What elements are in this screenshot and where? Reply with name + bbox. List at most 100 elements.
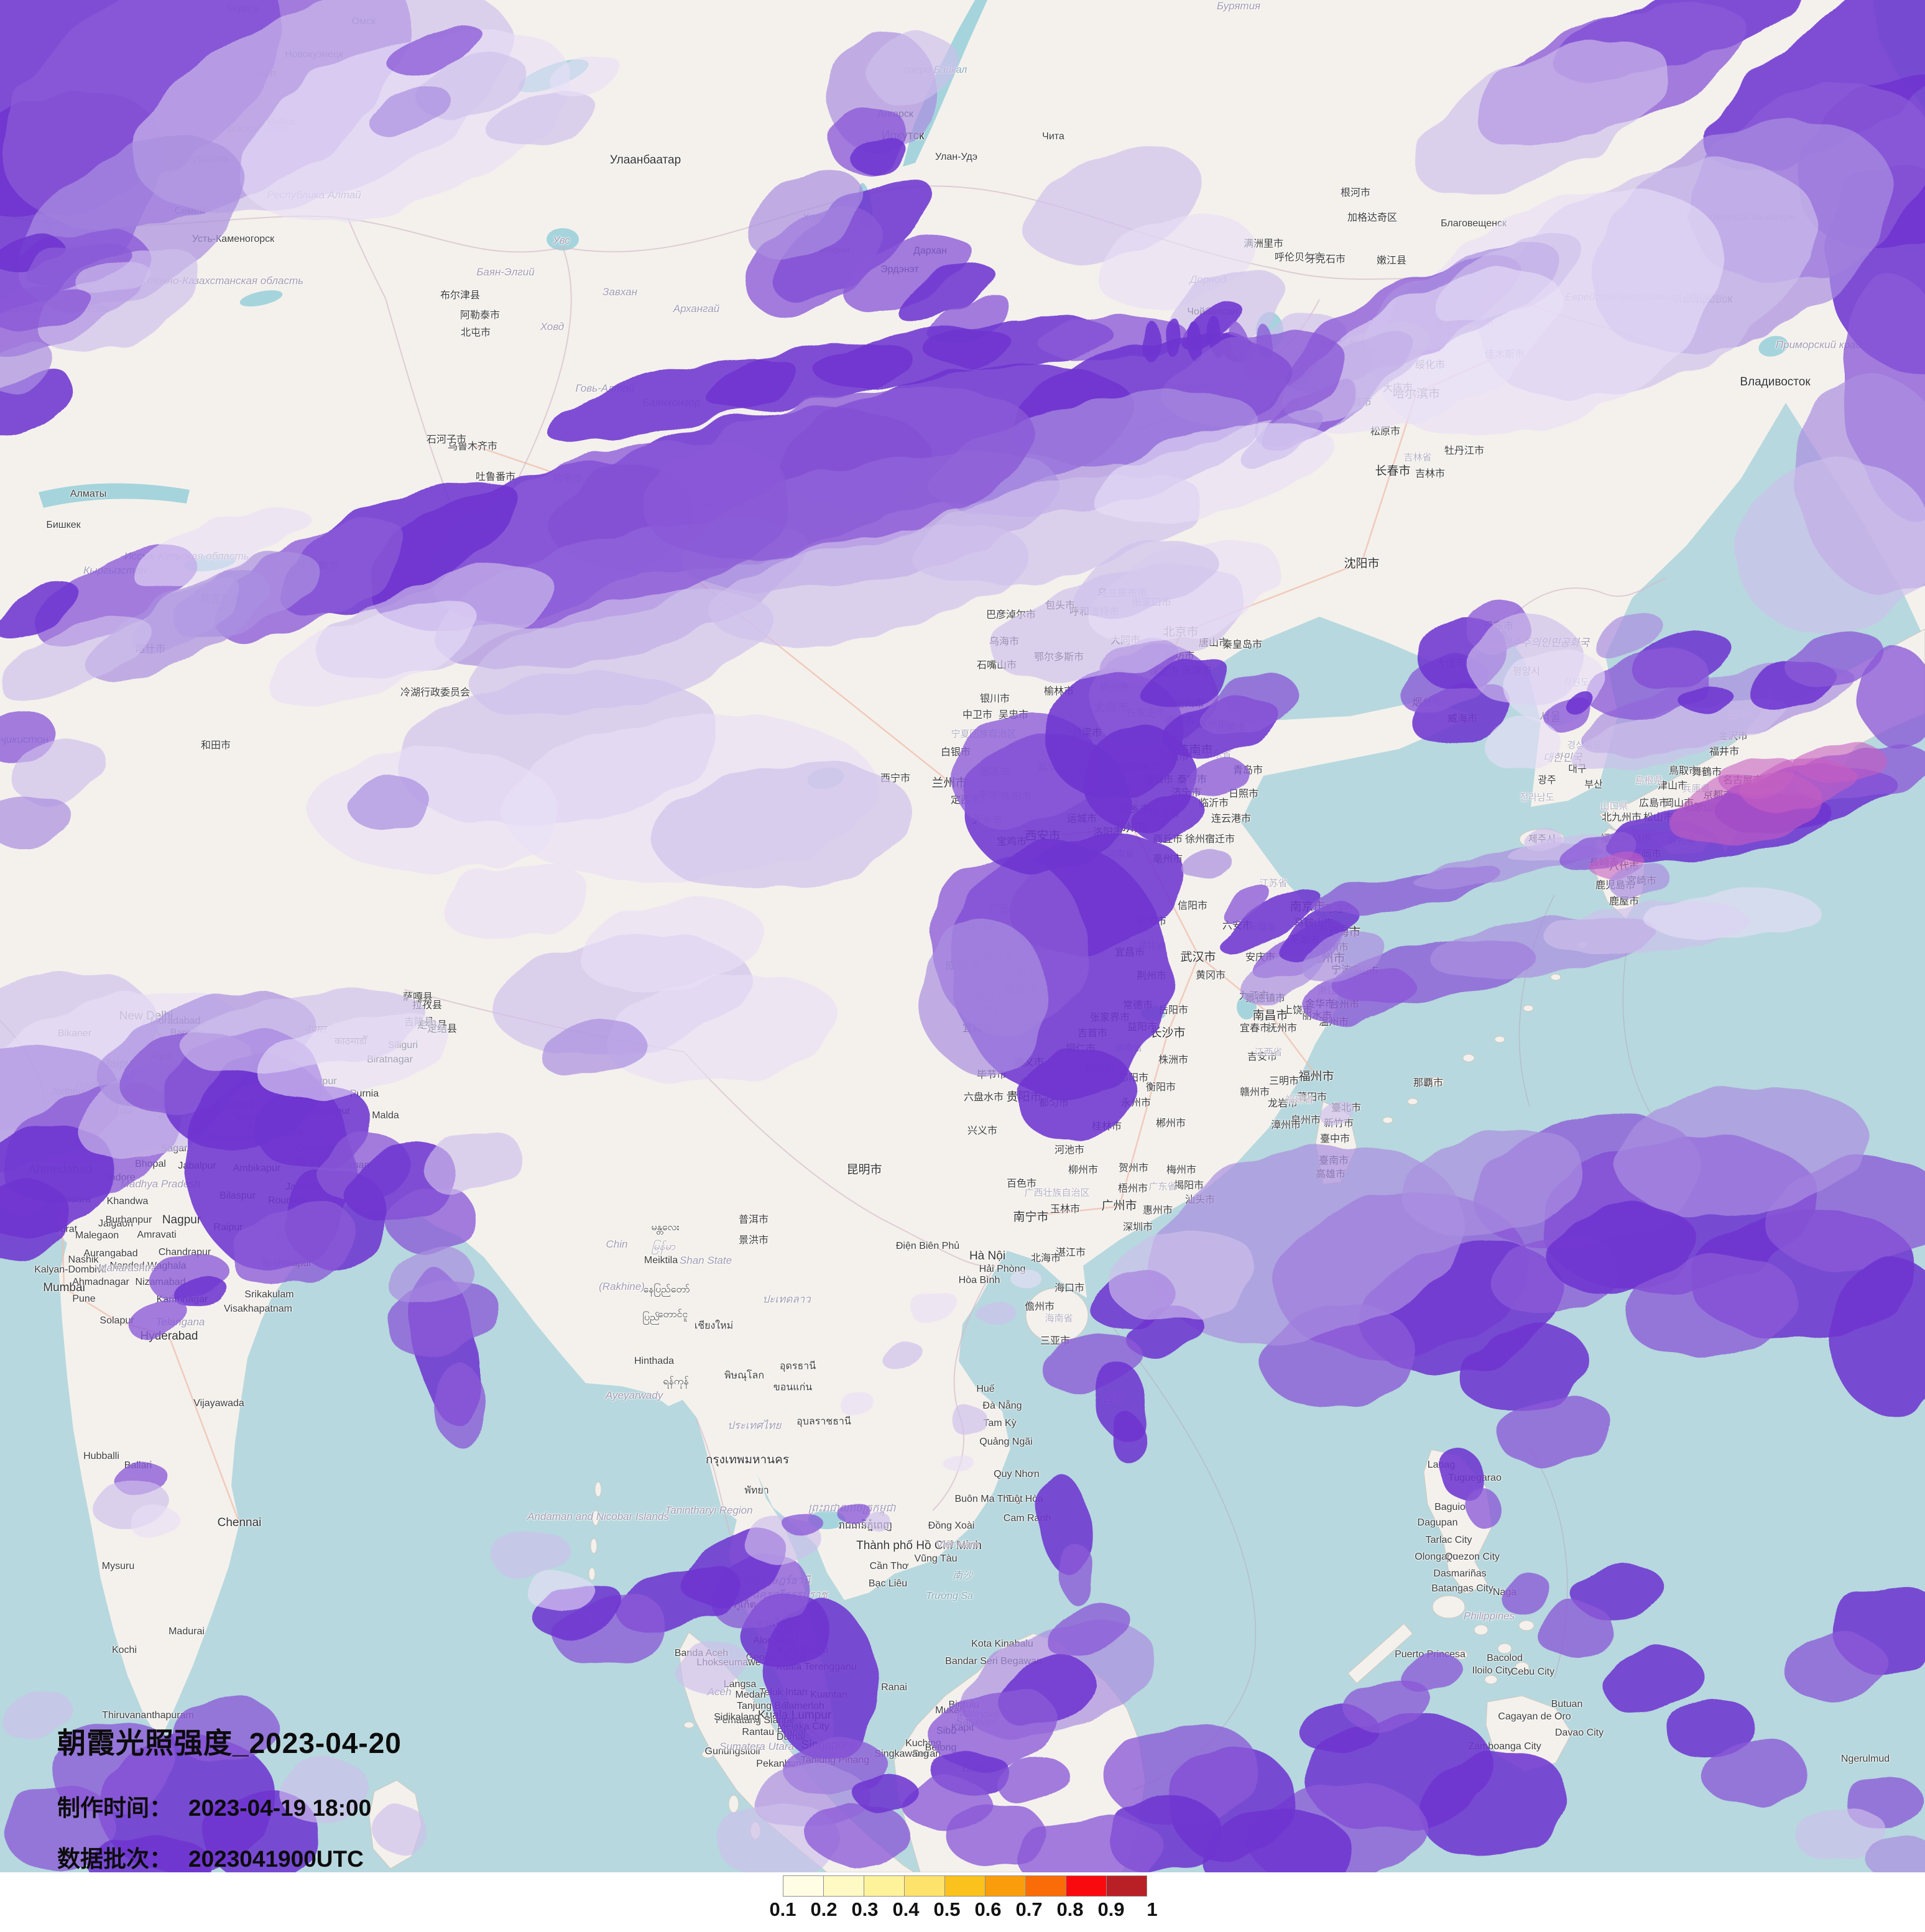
map-label: တောင်ငူ	[657, 1309, 688, 1320]
map-label: Amravati	[137, 1230, 177, 1240]
map-label: Kalyan-Dombivli	[34, 1264, 106, 1275]
map-label: 福建省	[1285, 1094, 1314, 1105]
map-label: จังหวัดนครศรีธรรมราช	[720, 1588, 828, 1601]
map-label: 兴义市	[967, 1126, 998, 1136]
map-label: Jamshedpur	[285, 1182, 341, 1192]
map-label: Thiruvananthapuram	[102, 1710, 194, 1721]
map-label: Huế	[976, 1384, 995, 1394]
map-label: 광주	[1538, 775, 1556, 786]
map-label: Điện Biên Phủ	[895, 1241, 960, 1251]
map-label: 荆州市	[1136, 971, 1167, 982]
map-label: 巴彦淖尔市	[986, 610, 1036, 620]
map-label: Chennai	[217, 1516, 262, 1529]
map-label: Zamboanga City	[1468, 1741, 1541, 1752]
map-label: 固原市	[979, 767, 1010, 778]
map-label: Singkawang	[874, 1749, 929, 1759]
map-label: 鄂尔多斯市	[1033, 652, 1084, 663]
map-label: 毕节市	[976, 1070, 1007, 1080]
map-label: อุบลราชธานี	[796, 1416, 851, 1427]
map-label: 绥化市	[1415, 360, 1446, 370]
map-label: 哈密市	[552, 474, 583, 484]
map-label: Faizabad	[229, 1067, 270, 1078]
map-label: Mysuru	[101, 1561, 135, 1571]
map-label: 乌海市	[989, 637, 1020, 647]
map-label: Buôn Ma Thuột	[954, 1494, 1023, 1504]
map-label: 张家口市	[1131, 597, 1172, 608]
map-label: Dasmariñas	[1433, 1568, 1487, 1579]
map-label: Aurangabad	[83, 1248, 138, 1259]
map-label: 江苏省	[1259, 878, 1288, 889]
map-label: 漳州市	[1270, 1120, 1301, 1131]
map-label: 都匀市	[1038, 1098, 1069, 1108]
map-label: Medan	[735, 1690, 766, 1700]
map-label: Чита	[1042, 131, 1064, 142]
map-label: 大同市	[1110, 635, 1141, 646]
map-label: 贵阳市	[1006, 1090, 1042, 1104]
map-label: 临沂市	[1198, 798, 1229, 809]
map-label: Aceh	[707, 1686, 732, 1698]
map-label: 高知県	[1668, 835, 1696, 847]
map-label: 惠州市	[1142, 1205, 1173, 1216]
map-label: Butuan	[1551, 1699, 1583, 1709]
map-label: 山口県	[1600, 801, 1628, 812]
map-label: Muzaffarpur	[284, 1076, 337, 1087]
lake	[39, 483, 190, 508]
map-label: Rewa	[209, 1133, 235, 1143]
map-label: Cagayan de Oro	[1498, 1711, 1571, 1722]
map-label: Bhopal	[135, 1159, 166, 1169]
map-label: Kochi	[111, 1645, 137, 1655]
lake	[239, 290, 283, 306]
map-label: Эрдэнэт	[880, 264, 919, 275]
map-label: 温州市	[1318, 1017, 1349, 1028]
map-label: Olongapo	[1415, 1552, 1458, 1562]
map-label: 黑龙江省	[1429, 309, 1468, 320]
map-label: Bikaner	[57, 1028, 92, 1039]
map-label: Meiktila	[644, 1255, 678, 1266]
intensity-colorbar-ticks: 0.1 0.2 0.3 0.4 0.5 0.6 0.7 0.8 0.9 1	[769, 1898, 1157, 1925]
map-label: Новокузнецк	[284, 49, 344, 60]
map-label: 遵义市	[1013, 1057, 1045, 1068]
map-label: Cebu City	[1510, 1667, 1555, 1677]
map-label: 牙克石市	[1305, 254, 1346, 265]
production-time-label: 制作时间：	[57, 1795, 172, 1821]
map-label: រាជធានីភ្នំពេញ	[838, 1520, 893, 1531]
map-label: Cần Thơ	[869, 1561, 909, 1571]
map-label: Srikakulam	[244, 1289, 294, 1300]
map-label: Sasaram	[247, 1123, 288, 1133]
map-label: 烟台市	[1411, 697, 1443, 708]
map-label: Đà Nẵng	[982, 1401, 1022, 1411]
map-label: 吉首市	[1077, 1028, 1108, 1039]
map-label: Rajasthan	[75, 1079, 124, 1090]
map-label: 金沢市	[1717, 731, 1748, 742]
map-label: Bilaspur	[219, 1190, 256, 1201]
small-island	[1515, 1662, 1530, 1673]
map-label: Бурятия	[1216, 0, 1261, 12]
map-label: 松原市	[1370, 426, 1401, 437]
map-label: 湖北省	[1137, 940, 1166, 951]
map-label: 广州市	[1101, 1199, 1137, 1213]
legend-tick: 0.6	[974, 1898, 1002, 1920]
map-label: 贺州市	[1118, 1163, 1149, 1174]
legend-tick: 0.8	[1056, 1898, 1084, 1920]
map-label: Kuching	[905, 1738, 941, 1749]
map-label: 沈阳市	[1344, 557, 1380, 571]
small-island	[1494, 1036, 1505, 1043]
map-label: မန္တလေး	[651, 1222, 680, 1233]
map-label: Приморский край	[1775, 339, 1862, 351]
map-label: 广东省	[1148, 1181, 1177, 1192]
map-label: Odisha	[275, 1231, 309, 1243]
map-label: Sarawak	[955, 1716, 997, 1727]
map-label: Hà Nội	[969, 1249, 1006, 1263]
map-label: Laoag	[1427, 1460, 1456, 1470]
map-label: Quảng Ngãi	[979, 1437, 1033, 1447]
map-label: 제주시	[1528, 834, 1556, 845]
map-label: 长春市	[1375, 464, 1411, 478]
map-label: 德州市	[1164, 716, 1195, 727]
map-label: 海口市	[1054, 1283, 1085, 1294]
map-label: Ngerulmud	[1840, 1754, 1890, 1764]
admin-border	[696, 1418, 731, 1536]
map-label: Madurai	[168, 1626, 205, 1637]
map-label: 布尔津县	[440, 290, 481, 301]
legend-swatch	[864, 1875, 905, 1897]
map-label: Vijayawada	[193, 1398, 244, 1409]
